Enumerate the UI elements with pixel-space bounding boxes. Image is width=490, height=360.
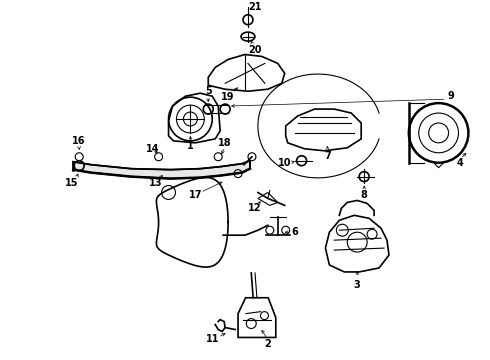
Text: 16: 16 — [73, 136, 86, 146]
Text: 1: 1 — [187, 141, 194, 151]
Text: 18: 18 — [219, 138, 232, 148]
Text: 8: 8 — [361, 190, 368, 201]
Text: 20: 20 — [248, 45, 262, 54]
Text: 7: 7 — [324, 151, 331, 161]
Text: 5: 5 — [205, 86, 212, 96]
Text: 2: 2 — [265, 339, 271, 350]
Text: 21: 21 — [248, 2, 262, 12]
Text: 4: 4 — [457, 158, 464, 168]
Text: 11: 11 — [205, 334, 219, 345]
Text: 19: 19 — [221, 92, 235, 102]
Text: 10: 10 — [278, 158, 292, 168]
Text: 17: 17 — [189, 190, 202, 201]
Text: 3: 3 — [354, 280, 361, 290]
Text: 6: 6 — [291, 227, 298, 237]
Text: 14: 14 — [146, 144, 159, 154]
Text: 12: 12 — [248, 203, 262, 213]
Text: 9: 9 — [447, 91, 454, 101]
Text: 13: 13 — [149, 177, 162, 188]
Text: 15: 15 — [65, 177, 78, 188]
Polygon shape — [73, 161, 250, 179]
